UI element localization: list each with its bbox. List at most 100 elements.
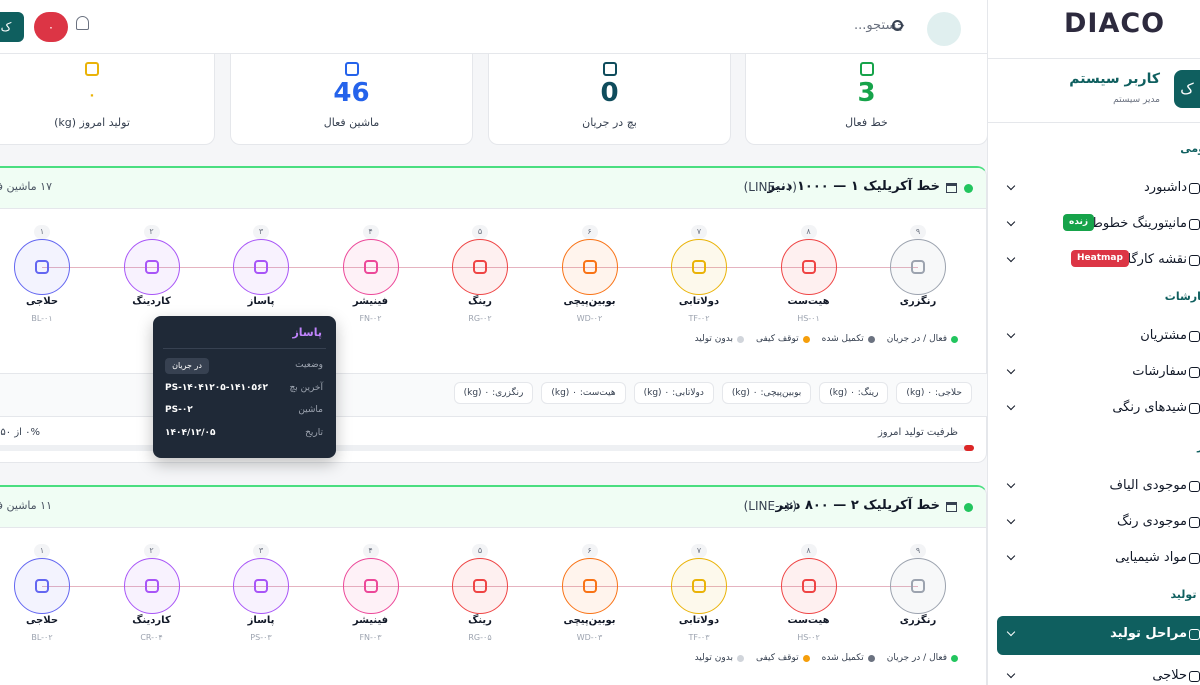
stage-name: کاردینگ — [132, 615, 171, 626]
user-button[interactable]: ک — [0, 12, 24, 42]
stage-icon — [363, 260, 378, 274]
legend-dot — [802, 335, 810, 343]
stage-step: ۸ — [800, 225, 817, 239]
section-title: انبار — [1197, 440, 1200, 453]
stage-circle[interactable] — [123, 558, 180, 614]
stage-circle[interactable] — [780, 558, 837, 614]
sidebar-logo: DIACO — [1064, 8, 1166, 39]
tooltip-value: PS-۰۲ — [165, 405, 193, 415]
tooltip — [153, 316, 336, 458]
stage-code: HS-۰۱ — [797, 314, 820, 323]
stage-code: HS-۰۲ — [797, 633, 820, 642]
menu-item[interactable]: مراحل تولید — [1110, 626, 1187, 641]
menu-icon — [1189, 367, 1200, 378]
stat-label: تولید امروز (kg) — [54, 116, 130, 129]
stage-circle[interactable] — [14, 239, 70, 295]
stage-icon — [582, 579, 597, 593]
active-item[interactable] — [997, 616, 1200, 655]
stage-circle[interactable] — [452, 558, 508, 614]
active-machines: ۱۷ ماشین فعال — [0, 180, 52, 193]
grid-button[interactable] — [927, 12, 961, 46]
stage-icon — [911, 579, 925, 593]
tooltip-key: ماشین — [298, 405, 323, 415]
legend-dot — [736, 654, 744, 662]
menu-icon — [1189, 331, 1200, 342]
output-chip: رینگ: ۰ (kg) — [819, 382, 889, 404]
stage-step: ۳ — [253, 225, 269, 239]
menu-item[interactable]: موجودی رنگ — [1116, 514, 1187, 529]
stage-name: هیت‌ست — [787, 296, 830, 307]
stage-icon — [144, 260, 159, 274]
stage-name: فینیشر — [352, 615, 389, 626]
stat-card — [745, 54, 988, 145]
stage-step: ۸ — [800, 544, 817, 558]
stat-icon — [602, 62, 617, 76]
stage-circle[interactable] — [561, 239, 618, 295]
stat-label: بچ در جریان — [582, 116, 637, 129]
menu-item[interactable]: شیدهای رنگی — [1112, 400, 1187, 415]
menu-item[interactable]: داشبورد — [1144, 180, 1187, 195]
stage-circle[interactable] — [14, 558, 70, 614]
stage-step: ۵ — [472, 544, 488, 558]
stage-step: ۶ — [581, 544, 598, 558]
line-header — [0, 487, 986, 528]
stage-circle[interactable] — [123, 239, 180, 295]
stat-value: 0 — [600, 78, 619, 108]
menu-item[interactable]: موجودی الیاف — [1109, 478, 1187, 493]
stage-circle[interactable] — [233, 239, 289, 295]
sidebar — [987, 0, 1200, 685]
menu-item[interactable]: مانیتورینگ خطوط — [1090, 216, 1187, 231]
stage-code: WD-۰۳ — [576, 633, 603, 642]
stage-circle[interactable] — [780, 239, 837, 295]
menu-item[interactable]: مشتریان — [1140, 328, 1187, 343]
stage-code: FN-۰۲ — [359, 314, 382, 323]
stage-icon — [473, 579, 487, 593]
legend-item: بدون تولید — [695, 653, 744, 663]
stage-icon — [254, 579, 268, 593]
legend-item: تکمیل شده — [822, 334, 875, 344]
stage-name: بوبین‌پیچی — [563, 296, 616, 307]
menu-item[interactable]: مواد شیمیایی — [1115, 550, 1187, 565]
legend-dot — [951, 654, 958, 662]
menu-item[interactable]: حلاجی — [1152, 668, 1187, 683]
capacity-fill — [964, 445, 974, 451]
tooltip-title: پاساز — [292, 326, 322, 339]
stage-name: حلاجی — [25, 296, 59, 307]
stage-circle[interactable] — [890, 558, 946, 614]
bell[interactable] — [76, 16, 89, 30]
tooltip-key: تاریخ — [305, 427, 323, 438]
menu-item[interactable]: سفارشات — [1132, 364, 1187, 379]
legend-label: توقف کیفی — [755, 653, 799, 663]
legend-label: توقف کیفی — [755, 334, 799, 344]
section-title: سفارشات — [1164, 290, 1200, 303]
legend-item: بدون تولید — [695, 334, 744, 344]
notification-pill[interactable]: ۰ — [34, 12, 68, 42]
stage-circle[interactable] — [452, 239, 508, 295]
stage-icon — [801, 579, 816, 593]
stage-step: ۴ — [362, 544, 379, 558]
output-chip: دولاتابی: ۰ (kg) — [633, 382, 714, 404]
stage-code: RG-۰۲ — [468, 314, 492, 323]
stage-name: حلاجی — [25, 615, 59, 626]
stage-step: ۱ — [34, 225, 50, 239]
menu-item[interactable]: نقشه کارگاه — [1120, 252, 1187, 267]
stage-step: ۶ — [581, 225, 598, 239]
stage-circle[interactable] — [561, 558, 618, 614]
stage-step: ۹ — [910, 225, 926, 239]
legend-item: تکمیل شده — [822, 653, 875, 663]
stage-circle[interactable] — [671, 239, 727, 295]
stage-circle[interactable] — [671, 558, 727, 614]
stage-circle[interactable] — [890, 239, 946, 295]
stage-circle[interactable] — [342, 558, 399, 614]
stage-name: فینیشر — [352, 296, 389, 307]
output-chip: رنگزری: ۰ (kg) — [453, 382, 534, 404]
output-chip: بوبین‌پیچی: ۰ (kg) — [721, 382, 812, 404]
legend-dot — [867, 654, 875, 662]
stage-step: ۱ — [34, 544, 50, 558]
stage-circle[interactable] — [233, 558, 289, 614]
legend-label: بدون تولید — [694, 334, 733, 344]
stage-circle[interactable] — [342, 239, 399, 295]
status-dot — [964, 184, 973, 193]
stage-icon — [911, 260, 925, 274]
